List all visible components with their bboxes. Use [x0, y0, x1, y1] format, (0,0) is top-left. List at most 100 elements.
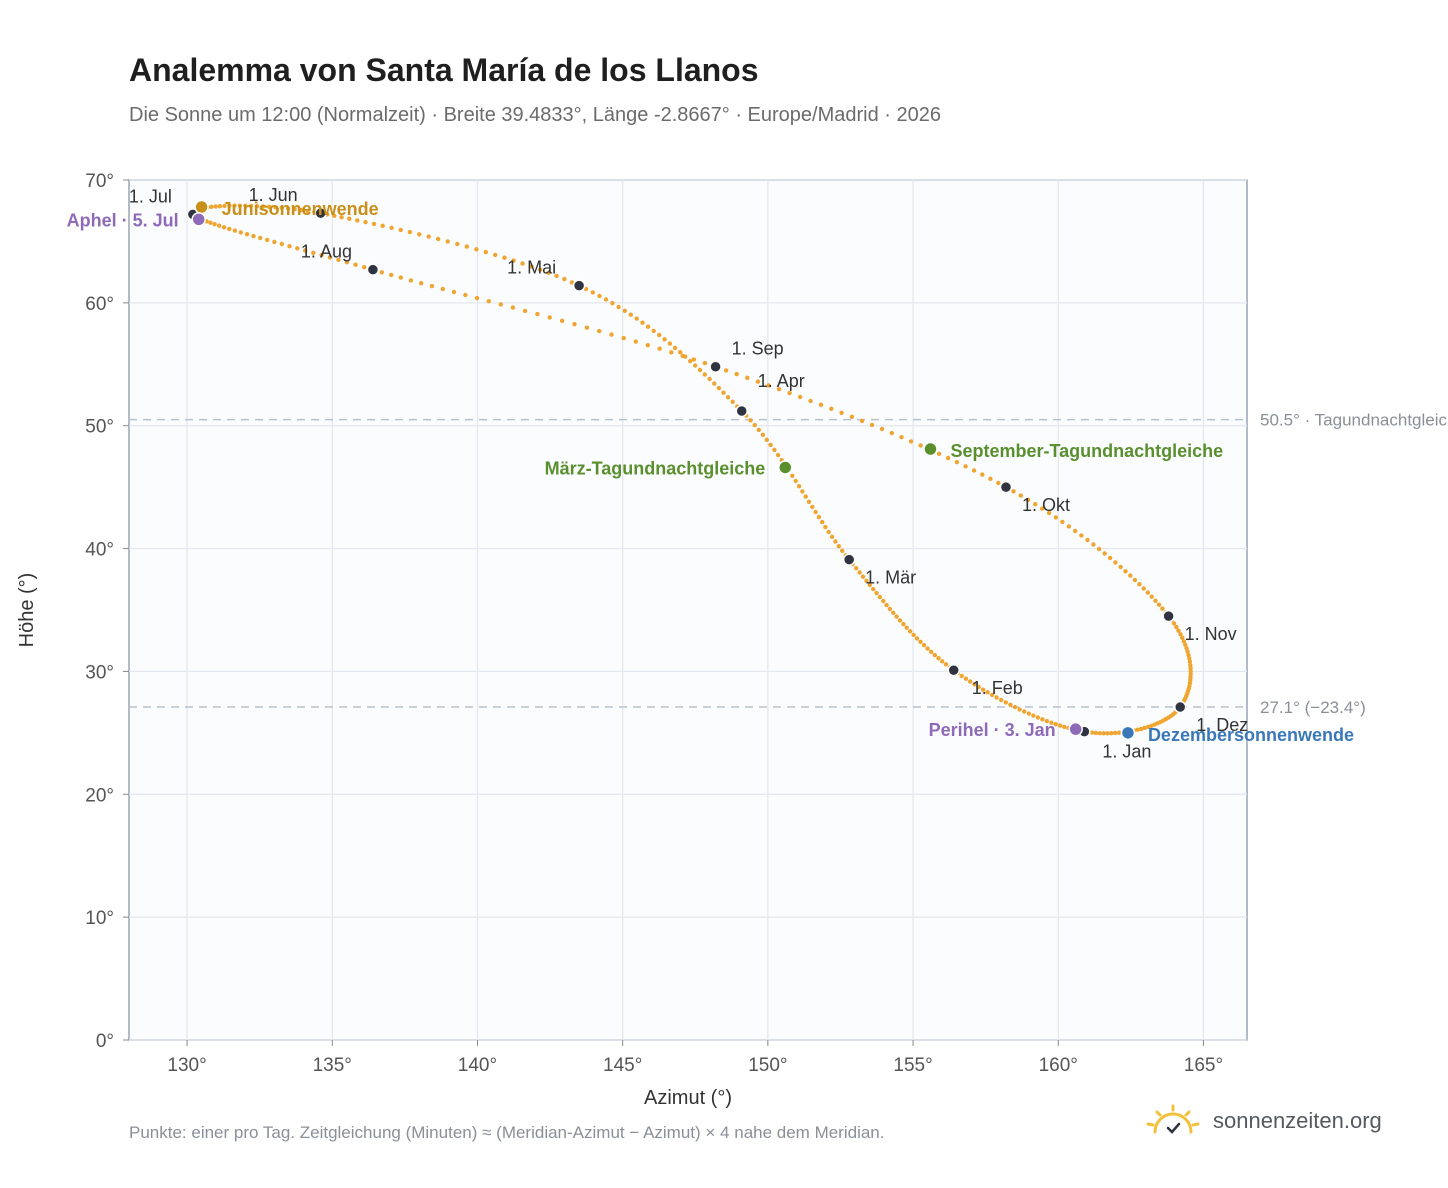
day-point [1089, 730, 1095, 735]
day-point [633, 339, 638, 344]
day-point [1116, 730, 1122, 735]
day-point [347, 216, 352, 221]
day-point [836, 544, 841, 549]
event-marker [1068, 721, 1083, 737]
day-point [810, 504, 815, 510]
day-point [398, 227, 403, 233]
day-point [691, 357, 697, 362]
day-point [849, 414, 855, 419]
day-point [1096, 546, 1102, 552]
day-point [793, 478, 798, 484]
day-point [874, 590, 879, 596]
day-point [996, 480, 1001, 486]
day-point [379, 270, 384, 275]
day-point [1053, 515, 1059, 520]
day-point [498, 302, 503, 307]
day-point [1141, 586, 1146, 591]
day-point [279, 241, 284, 247]
day-point [486, 299, 491, 304]
day-point [1105, 731, 1110, 736]
event-marker [194, 199, 209, 215]
day-point [869, 422, 875, 428]
day-point [554, 273, 559, 279]
day-point [1031, 713, 1036, 718]
day-point [221, 225, 227, 230]
day-point [1062, 724, 1067, 730]
y-tick-label: 30° [85, 662, 114, 683]
day-point [319, 252, 324, 258]
day-point [272, 239, 277, 245]
day-point [901, 621, 906, 627]
day-point [985, 690, 990, 695]
month-label: 1. Feb [972, 678, 1023, 698]
brand[interactable]: sonnenzeiten.org [1145, 1104, 1382, 1138]
day-point [826, 529, 831, 535]
day-point [251, 233, 256, 239]
day-point [645, 343, 650, 348]
event-label: Aphel · 5. Jul [67, 210, 179, 230]
day-point [292, 207, 297, 212]
day-point [904, 625, 909, 630]
day-point [672, 345, 678, 351]
day-point [1053, 722, 1058, 727]
y-tick-label: 20° [85, 785, 114, 806]
day-point [748, 418, 753, 423]
day-point [1142, 725, 1147, 731]
x-tick-label: 150° [748, 1055, 787, 1076]
day-point [816, 514, 822, 520]
day-point [336, 257, 341, 262]
day-point [972, 682, 977, 687]
day-point [362, 265, 367, 270]
day-point [426, 234, 431, 239]
day-point [522, 308, 528, 314]
day-point [752, 422, 757, 428]
event-marker [923, 441, 938, 457]
day-point [1073, 528, 1078, 534]
day-point [1025, 497, 1031, 503]
day-point [1188, 669, 1193, 674]
day-point [238, 230, 243, 235]
x-axis-label: Azimut (°) [644, 1087, 732, 1109]
day-point [776, 387, 782, 392]
day-point [730, 399, 735, 404]
day-point [463, 292, 468, 298]
event-markers: März-Tagundnachtgleiche September-Tagundn… [67, 199, 1354, 745]
month-marker [709, 360, 722, 373]
day-point [1057, 723, 1063, 728]
day-point [702, 360, 708, 366]
day-point [889, 430, 894, 436]
day-point [963, 464, 968, 469]
day-point [597, 328, 602, 334]
day-point [1091, 542, 1096, 547]
day-point [894, 614, 899, 619]
day-point [572, 322, 577, 327]
day-point [455, 241, 460, 247]
day-point [911, 632, 916, 638]
day-point [511, 258, 516, 263]
day-point [859, 418, 865, 424]
day-point [760, 432, 766, 437]
day-point [389, 225, 394, 230]
month-marker [999, 480, 1013, 494]
month-label: 1. Aug [301, 242, 352, 262]
month-label: 1. Okt [1022, 495, 1070, 515]
day-point [721, 390, 726, 395]
day-point [1040, 506, 1045, 511]
day-point [988, 476, 993, 481]
day-point [535, 311, 540, 317]
day-point [678, 350, 683, 355]
day-point [1113, 560, 1118, 565]
day-point [339, 215, 344, 220]
reference-line-label: 27.1° (−23.4°) [1260, 698, 1366, 717]
x-tick-label: 155° [893, 1055, 932, 1076]
day-point [1139, 726, 1144, 732]
day-point [213, 204, 218, 209]
day-point [244, 232, 250, 237]
y-tick-label: 60° [85, 294, 114, 315]
day-point [305, 208, 310, 214]
day-point [657, 332, 662, 338]
day-point [1176, 628, 1181, 633]
month-marker [1162, 609, 1175, 623]
day-point [1102, 551, 1107, 556]
day-point [940, 659, 945, 664]
